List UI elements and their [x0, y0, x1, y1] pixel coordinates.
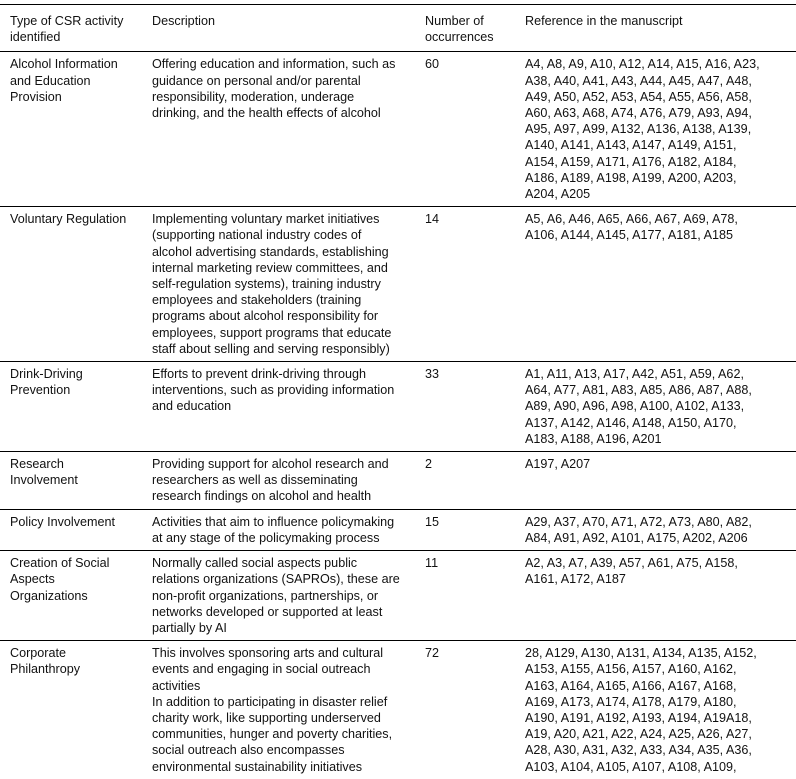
cell-type: Voluntary Regulation — [10, 212, 127, 227]
cell-count: 11 — [425, 556, 439, 571]
header-type: Type of CSR activity identified — [10, 14, 124, 45]
cell-description: Efforts to prevent drink-driving through… — [152, 367, 395, 414]
cell-count: 14 — [425, 212, 440, 227]
table-header-row: Type of CSR activity identified Descript… — [0, 4, 796, 52]
cell-references: A2, A3, A7, A39, A57, A61, A75, A158, A1… — [525, 556, 738, 587]
cell-description: Providing support for alcohol research a… — [152, 457, 389, 504]
cell-description: Offering education and information, such… — [152, 57, 396, 121]
cell-type: Alcohol Information and Education Provis… — [10, 57, 118, 104]
table-row: Creation of Social Aspects Organizations… — [0, 551, 796, 641]
header-references: Reference in the manuscript — [525, 14, 683, 28]
cell-references: 28, A129, A130, A131, A134, A135, A152, … — [525, 646, 757, 774]
csr-activity-table: Type of CSR activity identified Descript… — [0, 4, 796, 779]
cell-description: This involves sponsoring arts and cultur… — [152, 646, 393, 774]
cell-references: A5, A6, A46, A65, A66, A67, A69, A78, A1… — [525, 212, 738, 243]
cell-references: A197, A207 — [525, 457, 591, 472]
header-count: Number of occurrences — [425, 14, 494, 45]
cell-type: Creation of Social Aspects Organizations — [10, 556, 110, 603]
cell-type: Drink-Driving Prevention — [10, 367, 83, 398]
table-row: Alcohol Information and Education Provis… — [0, 52, 796, 207]
cell-count: 60 — [425, 57, 440, 72]
cell-description: Implementing voluntary market initiative… — [152, 212, 392, 356]
cell-count: 2 — [425, 457, 433, 472]
cell-type: Corporate Philanthropy — [10, 646, 81, 677]
cell-count: 15 — [425, 514, 440, 529]
cell-count: 33 — [425, 367, 440, 382]
cell-description: Normally called social aspects public re… — [152, 556, 400, 635]
cell-references: A4, A8, A9, A10, A12, A14, A15, A16, A23… — [525, 57, 760, 202]
cell-type: Research Involvement — [10, 457, 78, 488]
cell-references: A29, A37, A70, A71, A72, A73, A80, A82, … — [525, 514, 752, 545]
cell-description: Activities that aim to influence policym… — [152, 514, 395, 545]
cell-count: 72 — [425, 646, 440, 661]
table-row: Policy Involvement Activities that aim to… — [0, 509, 796, 551]
table-row: Drink-Driving Prevention Efforts to preve… — [0, 362, 796, 452]
table-row: Research Involvement Providing support fo… — [0, 452, 796, 510]
cell-references: A1, A11, A13, A17, A42, A51, A59, A62, A… — [525, 367, 752, 446]
header-description: Description — [152, 14, 215, 28]
table-row: Voluntary Regulation Implementing volunta… — [0, 207, 796, 362]
table-row: Corporate Philanthropy This involves spon… — [0, 641, 796, 779]
cell-type: Policy Involvement — [10, 514, 115, 529]
